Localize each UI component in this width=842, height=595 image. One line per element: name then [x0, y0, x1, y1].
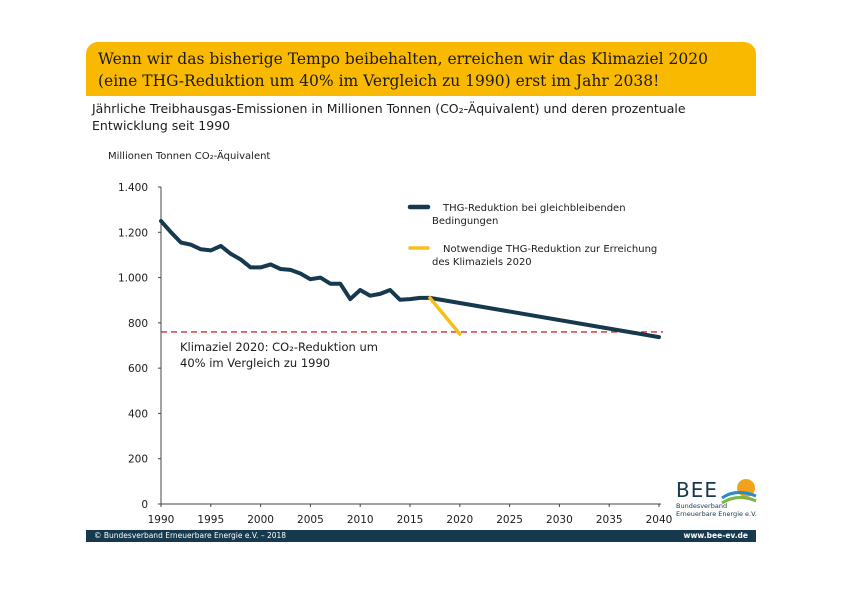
x-tick-label: 2010	[347, 514, 374, 526]
series-group	[159, 219, 661, 340]
reference-label-line-2: 40% im Vergleich zu 1990	[180, 356, 330, 370]
reference-label-line-1: Klimaziel 2020: CO₂-Reduktion um	[180, 340, 378, 354]
legend-label-1: THG-Reduktion bei gleichbleibenden	[442, 203, 626, 214]
y-tick-label: 1.400	[118, 182, 148, 194]
x-tick-label: 2030	[546, 514, 573, 526]
headline-text: Wenn wir das bisherige Tempo beibehalten…	[98, 50, 709, 90]
tick-labels: 0 200 400 600 800 1.000 1.200 1.400 1990 1995 2000…	[118, 182, 672, 526]
x-tick-label: 2000	[247, 514, 274, 526]
x-tick-label: 2020	[446, 514, 473, 526]
chart-subtitle: Jährliche Treibhausgas-Emissionen in Mil…	[92, 101, 686, 133]
reference-line-group: Klimaziel 2020: CO₂-Reduktion um 40% im V…	[161, 331, 663, 370]
y-tick-label: 0	[141, 499, 148, 511]
y-tick-label: 200	[128, 454, 148, 466]
series-line-1	[159, 219, 661, 340]
footer-bar: © Bundesverband Erneuerbare Energie e.V.…	[86, 530, 756, 542]
y-tick-label: 600	[128, 363, 148, 375]
y-tick-label: 800	[128, 318, 148, 330]
headline-banner: Wenn wir das bisherige Tempo beibehalten…	[86, 42, 756, 96]
x-tick-label: 1995	[197, 514, 224, 526]
x-tick-label: 2035	[596, 514, 623, 526]
bee-logo-text: BEE	[676, 478, 718, 502]
series-line-2	[428, 296, 462, 336]
legend-label-2: Notwendige THG-Reduktion zur Erreichung	[443, 244, 657, 255]
x-tick-label: 2015	[397, 514, 424, 526]
footer-copyright: © Bundesverband Erneuerbare Energie e.V.…	[94, 531, 287, 540]
y-tick-label: 1.200	[118, 227, 148, 239]
legend-label-2: des Klimaziels 2020	[432, 257, 532, 268]
axes	[158, 186, 661, 507]
y-tick-label: 400	[128, 408, 148, 420]
x-tick-label: 2040	[646, 514, 673, 526]
y-axis-label: Millionen Tonnen CO₂-Äquivalent	[108, 151, 271, 162]
x-tick-label: 2005	[297, 514, 324, 526]
footer-url[interactable]: www.bee-ev.de	[683, 531, 748, 540]
legend-label-1: Bedingungen	[432, 216, 498, 227]
x-tick-label: 2025	[496, 514, 523, 526]
bee-logo-subtitle: Bundesverband Erneuerbare Energie e.V.	[676, 502, 757, 518]
bee-logo-icon	[721, 479, 757, 505]
legend: THG-Reduktion bei gleichbleibenden Beding…	[407, 203, 657, 268]
x-tick-label: 1990	[148, 514, 175, 526]
y-tick-label: 1.000	[118, 273, 148, 285]
